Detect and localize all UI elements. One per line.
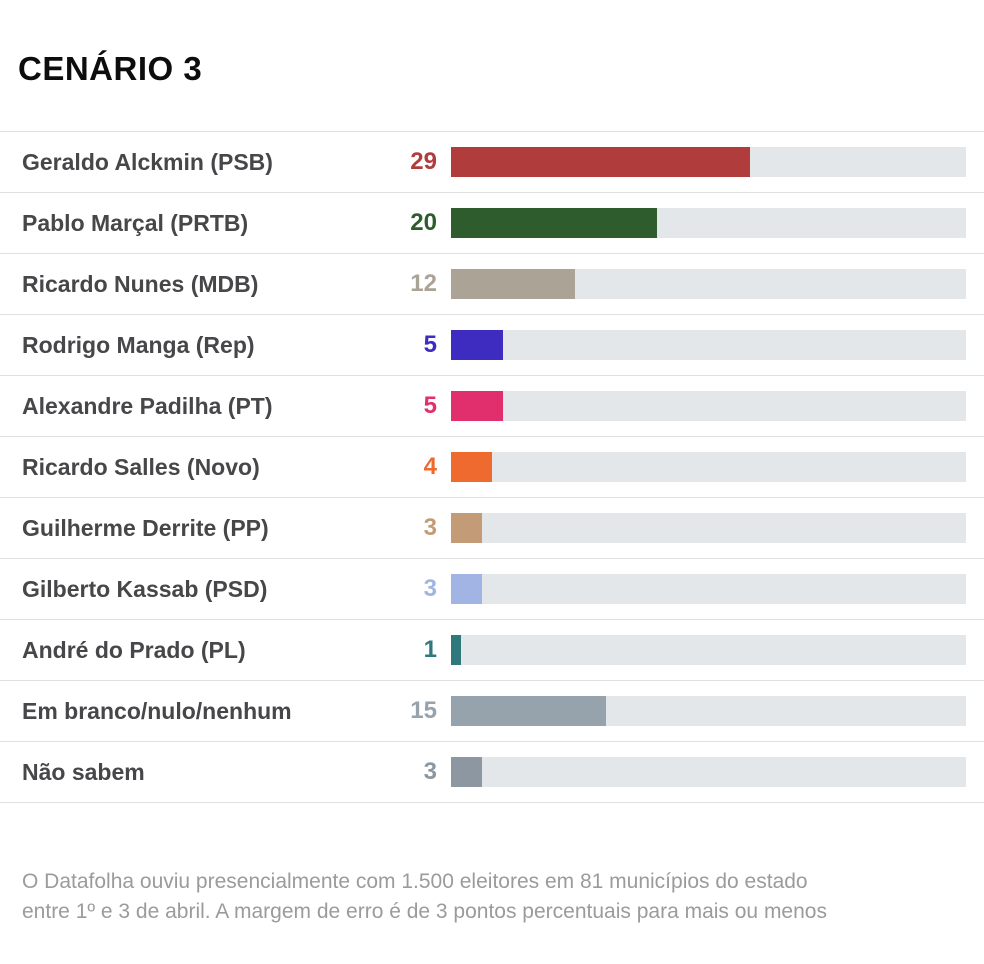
footnote-line-2: entre 1º e 3 de abril. A margem de erro … (22, 900, 827, 923)
value-label: 1 (423, 636, 437, 663)
chart-row: Geraldo Alckmin (PSB) 29 (0, 131, 984, 192)
chart-row: Rodrigo Manga (Rep) 5 (0, 314, 984, 375)
bar-track (451, 513, 966, 543)
chart-row: Gilberto Kassab (PSD) 3 (0, 558, 984, 619)
candidate-label: Ricardo Salles (Novo) (22, 453, 260, 480)
value-label: 3 (423, 514, 437, 541)
value-label: 29 (410, 148, 437, 175)
value-label: 12 (410, 270, 437, 297)
bar-track (451, 269, 966, 299)
candidate-label: Não sabem (22, 758, 145, 785)
bar-fill (451, 208, 657, 238)
candidate-label: Em branco/nulo/nenhum (22, 697, 292, 724)
chart-row: Alexandre Padilha (PT) 5 (0, 375, 984, 436)
footnote: O Datafolha ouviu presencialmente com 1.… (22, 867, 966, 927)
bar-fill (451, 269, 575, 299)
value-label: 3 (423, 575, 437, 602)
bar-track (451, 635, 966, 665)
chart-row: Não sabem 3 (0, 741, 984, 802)
bar-fill (451, 452, 493, 482)
candidate-label: Rodrigo Manga (Rep) (22, 331, 255, 358)
bar-track (451, 757, 966, 787)
bar-fill (451, 513, 482, 543)
chart-row: Guilherme Derrite (PP) 3 (0, 497, 984, 558)
candidate-label: Pablo Marçal (PRTB) (22, 209, 249, 236)
poll-chart-card: CENÁRIO 3 Geraldo Alckmin (PSB) 29 Pablo… (0, 50, 984, 964)
chart-rows: Geraldo Alckmin (PSB) 29 Pablo Marçal (P… (0, 131, 984, 803)
bar-fill (451, 696, 606, 726)
value-label: 3 (423, 758, 437, 785)
bar-track (451, 696, 966, 726)
bar-fill (451, 330, 503, 360)
bar-fill (451, 147, 750, 177)
candidate-label: Geraldo Alckmin (PSB) (22, 148, 273, 175)
bar-track (451, 147, 966, 177)
bar-fill (451, 635, 462, 665)
bar-fill (451, 574, 482, 604)
bar-track (451, 452, 966, 482)
candidate-label: Gilberto Kassab (PSD) (22, 575, 268, 602)
chart-row: André do Prado (PL) 1 (0, 619, 984, 680)
value-label: 15 (410, 697, 437, 724)
bar-track (451, 208, 966, 238)
chart-row: Pablo Marçal (PRTB) 20 (0, 192, 984, 253)
page-title: CENÁRIO 3 (18, 50, 203, 87)
value-label: 4 (423, 453, 437, 480)
bar-track (451, 391, 966, 421)
candidate-label: Guilherme Derrite (PP) (22, 514, 269, 541)
candidate-label: Ricardo Nunes (MDB) (22, 270, 259, 297)
bar-fill (451, 757, 482, 787)
value-label: 5 (423, 331, 437, 358)
chart-row: Em branco/nulo/nenhum 15 (0, 680, 984, 741)
bar-fill (451, 391, 503, 421)
bar-track (451, 574, 966, 604)
value-label: 5 (423, 392, 437, 419)
chart-row: Ricardo Salles (Novo) 4 (0, 436, 984, 497)
candidate-label: André do Prado (PL) (22, 636, 246, 663)
bar-track (451, 330, 966, 360)
chart-row: Ricardo Nunes (MDB) 12 (0, 253, 984, 314)
candidate-label: Alexandre Padilha (PT) (22, 392, 273, 419)
footnote-line-1: O Datafolha ouviu presencialmente com 1.… (22, 870, 808, 893)
value-label: 20 (410, 209, 437, 236)
